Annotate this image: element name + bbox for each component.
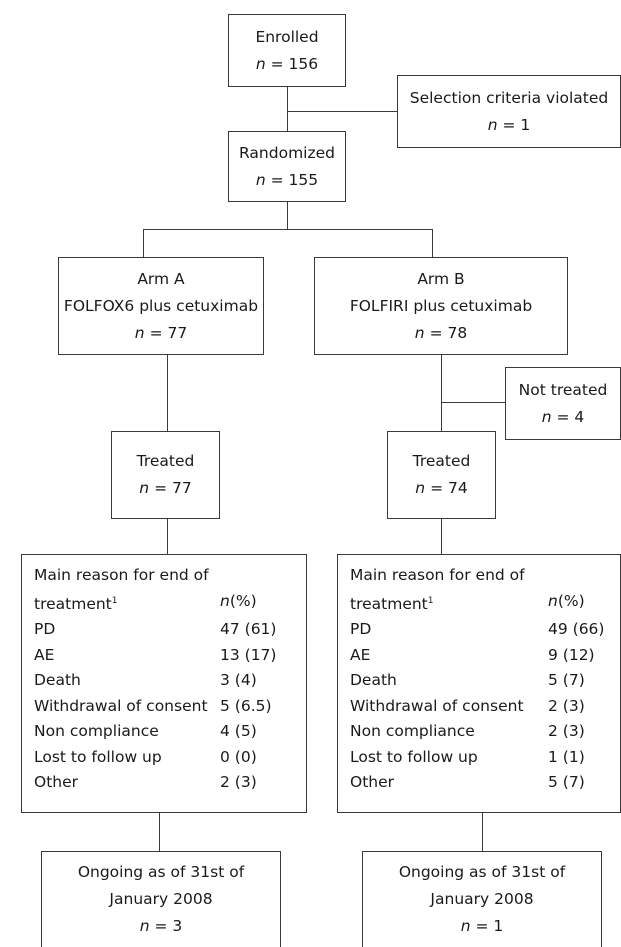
arm-b-count: n = 78 <box>414 323 468 342</box>
not-treated-label: Not treated <box>518 380 608 399</box>
connector-reasons-a-ongoing <box>159 812 160 852</box>
arm-a-box: Arm A FOLFOX6 plus cetuximab n = 77 <box>58 257 264 355</box>
reasons-a-heading: Main reason for end of <box>34 566 209 584</box>
ongoing-b-box: Ongoing as of 31st of January 2008 n = 1 <box>362 851 602 947</box>
ongoing-a-box: Ongoing as of 31st of January 2008 n = 3 <box>41 851 281 947</box>
treated-a-label: Treated <box>136 452 195 470</box>
exclusion-label: Selection criteria violated <box>409 88 609 107</box>
connector-arm-b-treated <box>441 354 442 431</box>
treated-a-box: Treated n = 77 <box>111 431 220 519</box>
reason-row: Non compliance 4 (5) <box>34 719 306 745</box>
reason-label: Death <box>350 671 397 690</box>
connector-split-arm-a <box>143 229 144 258</box>
reason-value: 5 (6.5) <box>220 696 272 715</box>
reason-label: Non compliance <box>34 722 159 741</box>
reason-value: 5 (7) <box>548 773 585 792</box>
reason-label: Death <box>34 671 81 690</box>
reason-label: Withdrawal of consent <box>34 696 208 715</box>
connector-enrolled-randomized <box>287 86 288 132</box>
arm-a-count: n = 77 <box>134 323 188 342</box>
treated-b-box: Treated n = 74 <box>387 431 496 519</box>
reasons-a-subheading: treatment1 n(%) <box>34 591 257 613</box>
exclusion-box: Selection criteria violated n = 1 <box>397 75 621 148</box>
connector-exclusion <box>287 111 397 112</box>
reason-label: Lost to follow up <box>34 747 162 766</box>
reason-row: Non compliance 2 (3) <box>350 719 620 745</box>
randomized-label: Randomized <box>239 143 335 162</box>
reasons-b-list: PD 49 (66) AE 9 (12) Death 5 (7) Withdrawal of… <box>350 617 620 796</box>
connector-treated-a-reasons <box>167 518 168 555</box>
reason-label: AE <box>34 645 55 664</box>
arm-a-regimen: FOLFOX6 plus cetuximab <box>63 296 259 315</box>
arm-b-title: Arm B <box>417 269 465 288</box>
not-treated-count: n = 4 <box>541 407 585 426</box>
reason-value: 2 (3) <box>548 696 585 715</box>
reason-value: 1 (1) <box>548 747 585 766</box>
reason-value: 2 (3) <box>548 722 585 741</box>
reason-value: 5 (7) <box>548 671 585 690</box>
connector-split-arm-b <box>432 229 433 258</box>
ongoing-a-line2: January 2008 <box>109 890 213 908</box>
reason-value: 2 (3) <box>220 773 257 792</box>
reason-row: PD 49 (66) <box>350 617 620 643</box>
reason-row: Death 5 (7) <box>350 668 620 694</box>
arm-b-regimen: FOLFIRI plus cetuximab <box>349 296 533 315</box>
connector-arm-a-treated <box>167 354 168 431</box>
reason-label: Other <box>350 773 395 792</box>
reason-row: AE 13 (17) <box>34 643 306 669</box>
enrolled-box: Enrolled n = 156 <box>228 14 346 87</box>
exclusion-count: n = 1 <box>487 115 531 134</box>
reason-row: Death 3 (4) <box>34 668 306 694</box>
reason-value: 9 (12) <box>548 645 595 664</box>
arm-a-title: Arm A <box>137 269 185 288</box>
reason-row: Withdrawal of consent 5 (6.5) <box>34 694 306 720</box>
reason-label: PD <box>350 620 372 639</box>
reason-value: 3 (4) <box>220 671 257 690</box>
reason-value: 13 (17) <box>220 645 277 664</box>
reason-row: Other 2 (3) <box>34 770 306 796</box>
treated-b-count: n = 74 <box>415 479 468 497</box>
not-treated-box: Not treated n = 4 <box>505 367 621 440</box>
reason-label: Other <box>34 773 79 792</box>
reason-row: Lost to follow up 1 (1) <box>350 745 620 771</box>
reason-value: 47 (61) <box>220 620 277 639</box>
reasons-a-list: PD 47 (61) AE 13 (17) Death 3 (4) Withdrawal o… <box>34 617 306 796</box>
reasons-a-box: Main reason for end of treatment1 n(%) P… <box>21 554 307 813</box>
ongoing-a-count: n = 3 <box>139 917 183 935</box>
reason-value: 49 (66) <box>548 620 605 639</box>
treated-a-count: n = 77 <box>139 479 192 497</box>
reason-label: Withdrawal of consent <box>350 696 524 715</box>
reasons-b-subheading: treatment1 n(%) <box>350 591 585 613</box>
reason-value: 0 (0) <box>220 747 257 766</box>
reason-row: AE 9 (12) <box>350 643 620 669</box>
reason-label: Lost to follow up <box>350 747 478 766</box>
connector-reasons-b-ongoing <box>482 812 483 852</box>
ongoing-b-line1: Ongoing as of 31st of <box>398 863 566 881</box>
reason-label: Non compliance <box>350 722 475 741</box>
reason-label: PD <box>34 620 56 639</box>
randomized-count: n = 155 <box>255 170 319 189</box>
connector-randomized-split <box>287 201 288 230</box>
connector-not-treated <box>441 402 505 403</box>
reason-row: PD 47 (61) <box>34 617 306 643</box>
arm-b-box: Arm B FOLFIRI plus cetuximab n = 78 <box>314 257 568 355</box>
connector-arms-horizontal <box>143 229 433 230</box>
ongoing-b-count: n = 1 <box>460 917 504 935</box>
reason-row: Other 5 (7) <box>350 770 620 796</box>
ongoing-a-line1: Ongoing as of 31st of <box>77 863 245 881</box>
reasons-b-box: Main reason for end of treatment1 n(%) P… <box>337 554 621 813</box>
reason-label: AE <box>350 645 371 664</box>
enrolled-count: n = 156 <box>255 54 319 73</box>
treated-b-label: Treated <box>412 452 471 470</box>
enrolled-label: Enrolled <box>255 27 319 46</box>
ongoing-b-line2: January 2008 <box>430 890 534 908</box>
reason-row: Lost to follow up 0 (0) <box>34 745 306 771</box>
reason-value: 4 (5) <box>220 722 257 741</box>
reasons-b-heading: Main reason for end of <box>350 566 525 584</box>
connector-treated-b-reasons <box>441 518 442 555</box>
reason-row: Withdrawal of consent 2 (3) <box>350 694 620 720</box>
randomized-box: Randomized n = 155 <box>228 131 346 202</box>
